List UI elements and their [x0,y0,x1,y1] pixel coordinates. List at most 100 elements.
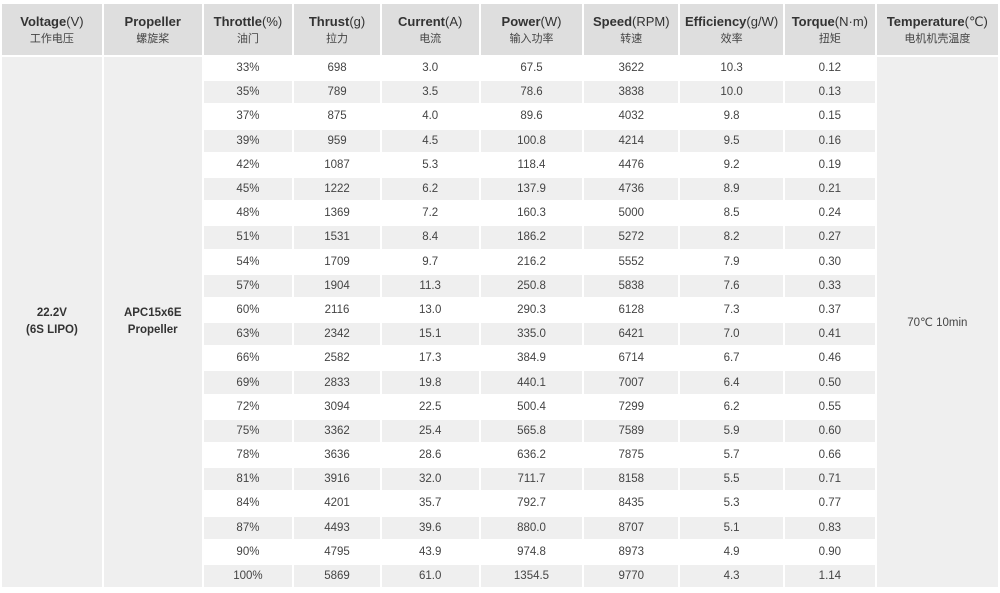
column-header-unit: (N·m) [834,13,869,29]
efficiency-cell: 7.9 [680,250,784,273]
efficiency-cell: 7.0 [680,323,784,346]
efficiency-cell: 8.5 [680,202,784,225]
current-cell: 43.9 [381,540,479,563]
column-header-cn: 效率 [720,32,743,45]
speed-cell: 4214 [584,129,679,152]
torque-cell: 0.37 [785,298,875,322]
column-header-power: Power(W) 输入功率 [480,4,583,55]
torque-cell: 0.15 [785,105,875,128]
efficiency-cell: 4.9 [680,540,784,563]
column-header-en: Voltage(V) [2,14,102,30]
throttle-cell: 35% [203,81,293,104]
current-cell: 4.5 [381,129,479,152]
throttle-cell: 81% [203,468,293,491]
throttle-cell: 42% [203,153,293,176]
efficiency-cell: 9.8 [680,105,784,128]
power-cell: 78.6 [480,81,583,104]
torque-cell: 0.27 [785,226,875,249]
throttle-cell: 100% [203,564,293,588]
throttle-cell: 57% [203,274,293,297]
speed-cell: 6421 [584,323,679,346]
table-row: 90% 4795 43.9 974.8 8973 4.9 0.90 [2,540,998,563]
thrust-cell: 698 [294,57,380,80]
torque-cell: 1.14 [785,564,875,588]
speed-cell: 5272 [584,226,679,249]
thrust-cell: 2116 [294,298,380,322]
torque-cell: 0.33 [785,274,875,297]
power-cell: 89.6 [480,105,583,128]
speed-cell: 5838 [584,274,679,297]
current-cell: 3.5 [381,81,479,104]
power-cell: 384.9 [480,347,583,370]
table-row: 39% 959 4.5 100.8 4214 9.5 0.16 [2,129,998,152]
current-cell: 7.2 [381,202,479,225]
throttle-cell: 37% [203,105,293,128]
current-cell: 15.1 [381,323,479,346]
table-row: 84% 4201 35.7 792.7 8435 5.3 0.77 [2,492,998,515]
column-header-cn: 工作电压 [29,32,74,45]
power-cell: 565.8 [480,419,583,442]
speed-cell: 3622 [584,57,679,80]
voltage-cell: 22.2V (6S LIPO) [2,57,102,588]
column-header-cn: 输入功率 [509,32,554,45]
speed-cell: 4032 [584,105,679,128]
column-header-unit: (RPM) [632,13,670,29]
table-row: 78% 3636 28.6 636.2 7875 5.7 0.66 [2,444,998,467]
speed-cell: 3838 [584,81,679,104]
table-row: 45% 1222 6.2 137.9 4736 8.9 0.21 [2,177,998,201]
torque-cell: 0.21 [785,177,875,201]
current-cell: 4.0 [381,105,479,128]
thrust-cell: 2582 [294,347,380,370]
throttle-cell: 78% [203,444,293,467]
column-header-title: Thrust [308,13,350,29]
current-cell: 6.2 [381,177,479,201]
column-header-cn: 油门 [236,32,259,45]
table-row: 75% 3362 25.4 565.8 7589 5.9 0.60 [2,419,998,442]
throttle-cell: 90% [203,540,293,563]
current-cell: 9.7 [381,250,479,273]
current-cell: 3.0 [381,57,479,80]
column-header-en: Speed(RPM) [584,14,678,30]
column-header-unit: (W) [540,13,562,29]
speed-cell: 8707 [584,516,679,539]
efficiency-cell: 5.5 [680,468,784,491]
thrust-cell: 1904 [294,274,380,297]
throttle-cell: 51% [203,226,293,249]
power-cell: 880.0 [480,516,583,539]
torque-cell: 0.24 [785,202,875,225]
speed-cell: 5000 [584,202,679,225]
thrust-cell: 4201 [294,492,380,515]
speed-cell: 5552 [584,250,679,273]
voltage-value: 22.2V [36,307,67,320]
table-row: 48% 1369 7.2 160.3 5000 8.5 0.24 [2,202,998,225]
throttle-cell: 54% [203,250,293,273]
table-row: 63% 2342 15.1 335.0 6421 7.0 0.41 [2,323,998,346]
torque-cell: 0.55 [785,395,875,418]
power-cell: 250.8 [480,274,583,297]
table-row: 42% 1087 5.3 118.4 4476 9.2 0.19 [2,153,998,176]
column-header-thrust: Thrust(g) 拉力 [294,4,380,55]
efficiency-cell: 8.2 [680,226,784,249]
speed-cell: 7875 [584,444,679,467]
column-header-title: Efficiency [685,13,747,29]
power-cell: 974.8 [480,540,583,563]
power-cell: 711.7 [480,468,583,491]
temperature-value: 70℃ 10min [907,317,968,330]
thrust-cell: 959 [294,129,380,152]
column-header-unit: (V) [66,13,84,29]
throttle-cell: 63% [203,323,293,346]
table-row: 35% 789 3.5 78.6 3838 10.0 0.13 [2,81,998,104]
table-row: 51% 1531 8.4 186.2 5272 8.2 0.27 [2,226,998,249]
power-cell: 500.4 [480,395,583,418]
current-cell: 17.3 [381,347,479,370]
torque-cell: 0.83 [785,516,875,539]
throttle-cell: 69% [203,371,293,394]
thrust-cell: 4493 [294,516,380,539]
torque-cell: 0.66 [785,444,875,467]
torque-cell: 0.16 [785,129,875,152]
speed-cell: 7589 [584,419,679,442]
thrust-cell: 3916 [294,468,380,491]
efficiency-cell: 8.9 [680,177,784,201]
speed-cell: 6714 [584,347,679,370]
column-header-cn: 扭矩 [818,32,841,45]
